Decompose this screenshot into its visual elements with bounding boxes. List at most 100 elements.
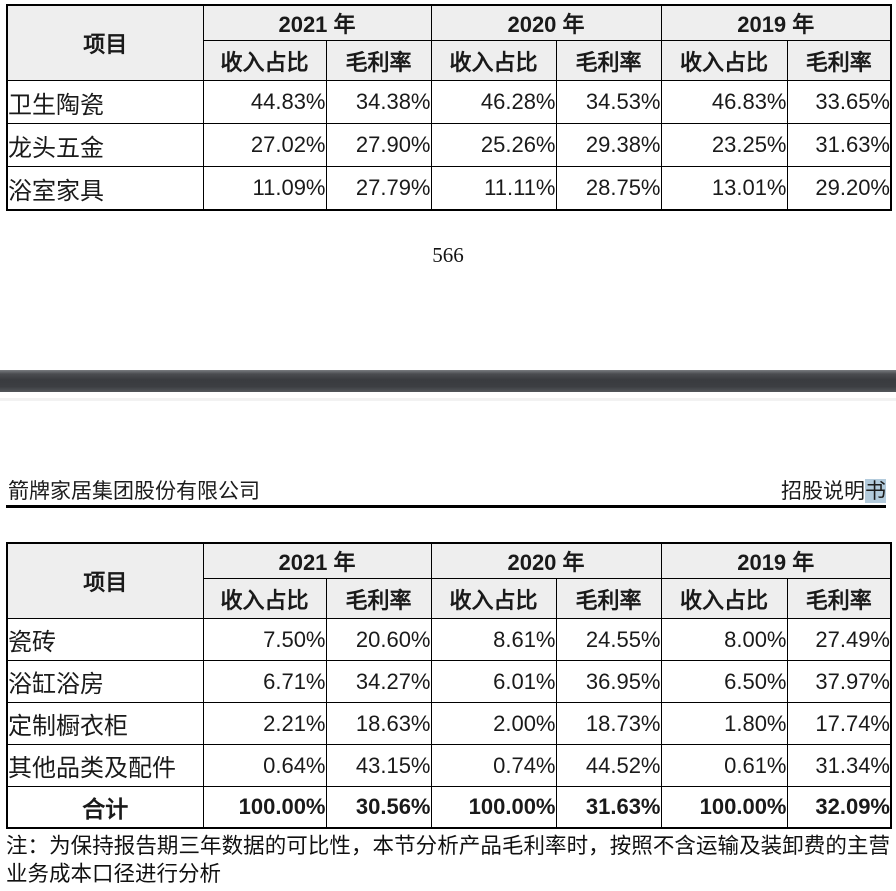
row-label: 其他品类及配件 — [6, 744, 204, 787]
gross-margin-table-other-products: 项目 2021 年 2020 年 2019 年 收入占比 毛利率 收入占比 毛利… — [6, 542, 892, 829]
value-cell: 37.97% — [786, 660, 892, 703]
value-cell: 33.65% — [786, 80, 892, 124]
value-cell: 6.50% — [660, 660, 788, 703]
value-cell: 44.83% — [202, 80, 327, 124]
value-cell: 20.60% — [325, 618, 432, 661]
row-label: 定制橱衣柜 — [6, 702, 204, 745]
value-cell: 28.75% — [555, 166, 662, 211]
value-cell: 7.50% — [202, 618, 327, 661]
value-cell: 24.55% — [555, 618, 662, 661]
header-rule — [6, 505, 886, 508]
column-header-gross-margin: 毛利率 — [325, 578, 432, 619]
value-cell: 29.38% — [555, 123, 662, 167]
column-header-gross-margin: 毛利率 — [325, 40, 432, 81]
value-cell: 46.83% — [660, 80, 788, 124]
value-cell: 6.01% — [430, 660, 557, 703]
column-header-year-2021: 2021 年 — [202, 4, 432, 41]
value-cell: 31.34% — [786, 744, 892, 787]
value-cell: 2.21% — [202, 702, 327, 745]
value-cell: 8.00% — [660, 618, 788, 661]
value-cell: 43.15% — [325, 744, 432, 787]
table-row: 浴缸浴房 6.71% 34.27% 6.01% 36.95% 6.50% 37.… — [6, 660, 892, 703]
value-cell: 25.26% — [430, 123, 557, 167]
value-cell: 34.27% — [325, 660, 432, 703]
value-cell: 6.71% — [202, 660, 327, 703]
value-cell: 100.00% — [660, 786, 788, 829]
value-cell: 18.73% — [555, 702, 662, 745]
column-header-revenue-share: 收入占比 — [202, 578, 327, 619]
column-header-revenue-share: 收入占比 — [660, 40, 788, 81]
column-header-gross-margin: 毛利率 — [555, 40, 662, 81]
value-cell: 11.11% — [430, 166, 557, 211]
value-cell: 100.00% — [202, 786, 327, 829]
page-number: 566 — [432, 243, 464, 267]
value-cell: 0.74% — [430, 744, 557, 787]
doc-type-label: 招股说明书 — [781, 479, 886, 503]
company-name: 箭牌家居集团股份有限公司 — [8, 479, 260, 503]
column-header-year-2019: 2019 年 — [660, 542, 892, 579]
value-cell: 31.63% — [786, 123, 892, 167]
table-row: 定制橱衣柜 2.21% 18.63% 2.00% 18.73% 1.80% 17… — [6, 702, 892, 745]
column-header-revenue-share: 收入占比 — [660, 578, 788, 619]
table-row: 收入占比 毛利率 收入占比 毛利率 收入占比 毛利率 — [7, 40, 892, 81]
column-header-revenue-share: 收入占比 — [202, 40, 327, 81]
search-highlight: 书 — [865, 479, 886, 503]
page-edge-shadow — [0, 398, 896, 401]
column-header-revenue-share: 收入占比 — [430, 40, 557, 81]
value-cell: 2.00% — [430, 702, 557, 745]
column-header-item: 项目 — [6, 4, 204, 81]
column-header-gross-margin: 毛利率 — [555, 578, 662, 619]
column-header-year-2019: 2019 年 — [660, 4, 892, 41]
row-label: 瓷砖 — [6, 618, 204, 661]
table-row: 收入占比 毛利率 收入占比 毛利率 收入占比 毛利率 — [7, 578, 892, 619]
column-header-year-2021: 2021 年 — [202, 542, 432, 579]
value-cell: 36.95% — [555, 660, 662, 703]
value-cell: 0.61% — [660, 744, 788, 787]
column-header-item: 项目 — [6, 542, 204, 619]
value-cell: 13.01% — [660, 166, 788, 211]
table-row: 项目 2021 年 2020 年 2019 年 — [6, 542, 892, 619]
value-cell: 18.63% — [325, 702, 432, 745]
column-header-year-2020: 2020 年 — [430, 542, 662, 579]
value-cell: 17.74% — [786, 702, 892, 745]
document-running-header: 箭牌家居集团股份有限公司 招股说明书 — [8, 475, 886, 505]
table-row: 浴室家具 11.09% 27.79% 11.11% 28.75% 13.01% … — [6, 166, 892, 211]
table-total-row: 合计 100.00% 30.56% 100.00% 31.63% 100.00%… — [6, 786, 892, 829]
value-cell: 23.25% — [660, 123, 788, 167]
table-row: 卫生陶瓷 44.83% 34.38% 46.28% 34.53% 46.83% … — [6, 80, 892, 124]
row-label: 浴缸浴房 — [6, 660, 204, 703]
value-cell: 46.28% — [430, 80, 557, 124]
row-label-total: 合计 — [6, 786, 204, 829]
column-header-year-2020: 2020 年 — [430, 4, 662, 41]
table-row: 其他品类及配件 0.64% 43.15% 0.74% 44.52% 0.61% … — [6, 744, 892, 787]
value-cell: 44.52% — [555, 744, 662, 787]
value-cell: 31.63% — [555, 786, 662, 829]
value-cell: 30.56% — [325, 786, 432, 829]
row-label: 卫生陶瓷 — [6, 80, 204, 124]
column-header-revenue-share: 收入占比 — [430, 578, 557, 619]
value-cell: 1.80% — [660, 702, 788, 745]
page-separator-bar — [0, 370, 896, 392]
value-cell: 27.90% — [325, 123, 432, 167]
value-cell: 11.09% — [202, 166, 327, 211]
value-cell: 27.49% — [786, 618, 892, 661]
table-row: 项目 2021 年 2020 年 2019 年 — [6, 4, 892, 81]
row-label: 浴室家具 — [6, 166, 204, 211]
value-cell: 0.64% — [202, 744, 327, 787]
table-row: 龙头五金 27.02% 27.90% 25.26% 29.38% 23.25% … — [6, 123, 892, 167]
value-cell: 34.53% — [555, 80, 662, 124]
table-footnote: 注：为保持报告期三年数据的可比性，本节分析产品毛利率时，按照不含运输及装卸费的主… — [6, 834, 890, 886]
column-header-gross-margin: 毛利率 — [786, 40, 892, 81]
gross-margin-table-core-products: 项目 2021 年 2020 年 2019 年 收入占比 毛利率 收入占比 毛利… — [6, 4, 892, 211]
value-cell: 29.20% — [786, 166, 892, 211]
column-header-gross-margin: 毛利率 — [786, 578, 892, 619]
value-cell: 27.79% — [325, 166, 432, 211]
value-cell: 100.00% — [430, 786, 557, 829]
row-label: 龙头五金 — [6, 123, 204, 167]
value-cell: 34.38% — [325, 80, 432, 124]
value-cell: 8.61% — [430, 618, 557, 661]
table-row: 瓷砖 7.50% 20.60% 8.61% 24.55% 8.00% 27.49… — [6, 618, 892, 661]
value-cell: 32.09% — [786, 786, 892, 829]
value-cell: 27.02% — [202, 123, 327, 167]
